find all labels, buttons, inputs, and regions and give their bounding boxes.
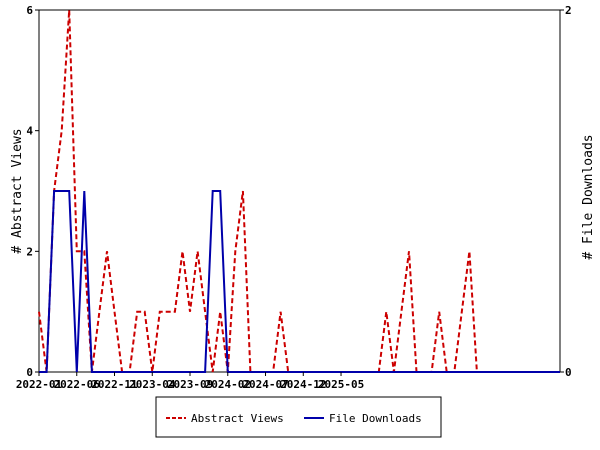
x-tick-label: 2023-04 — [129, 378, 176, 391]
x-tick-label: 2022-01 — [16, 378, 63, 391]
x-tick-label: 2024-07 — [242, 378, 288, 391]
x-tick-label: 2022-11 — [91, 378, 138, 391]
x-tick-label: 2022-06 — [54, 378, 101, 391]
y-left-tick-label: 2 — [26, 245, 33, 258]
x-tick-label: 2023-09 — [167, 378, 213, 391]
y-left-axis-label: # Abstract Views — [10, 128, 25, 253]
legend-label-abstract-views: Abstract Views — [191, 412, 284, 425]
x-tick-label: 2024-12 — [280, 378, 326, 391]
legend-label-file-downloads: File Downloads — [329, 412, 422, 425]
y-right-axis-label: # File Downloads — [581, 134, 596, 259]
y-right-tick-label: 0 — [565, 366, 572, 379]
axis-ticks: 0 2 4 6 0 2 2022-012022-062022-112023-042023-0… — [16, 4, 572, 391]
x-tick-label: 2024-02 — [205, 378, 251, 391]
plot-area — [38, 9, 561, 373]
series-line-file-downloads — [39, 190, 560, 373]
y-left-tick-label: 6 — [26, 4, 33, 17]
legend: Abstract Views File Downloads — [155, 396, 442, 438]
series-line-abstract-views — [38, 9, 560, 373]
y-right-tick-label: 2 — [565, 4, 572, 17]
plot-frame — [38, 9, 561, 373]
y-left-tick-label: 0 — [26, 366, 33, 379]
x-tick-label: 2025-05 — [318, 378, 364, 391]
series-layer — [38, 9, 560, 373]
legend-box — [155, 396, 442, 438]
y-left-tick-label: 4 — [26, 125, 33, 138]
